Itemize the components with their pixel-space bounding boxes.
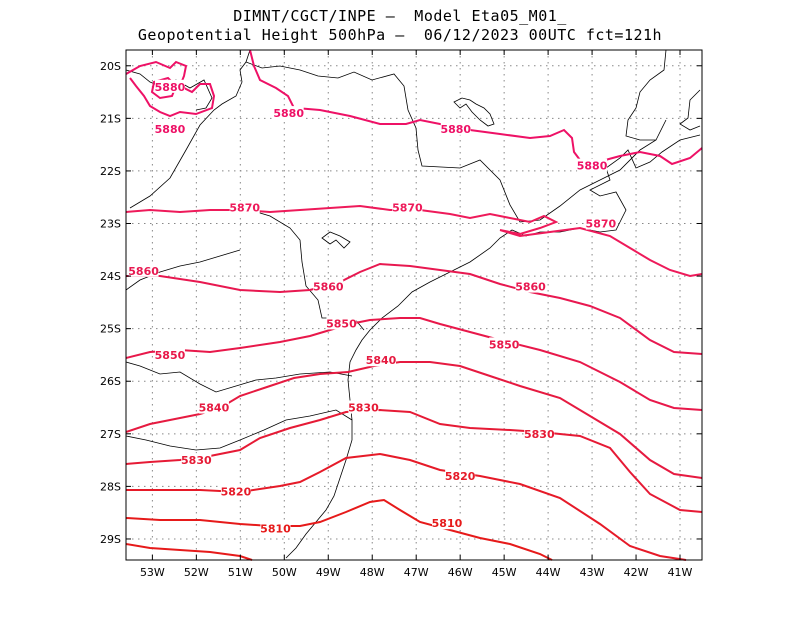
state-border-ms xyxy=(125,249,241,291)
state-border-mg-sp xyxy=(245,61,667,223)
contour-label-5880: 5880 xyxy=(155,123,186,136)
grid-lines xyxy=(126,50,702,560)
contour-label-5860: 5860 xyxy=(515,281,546,294)
contour-label-5860: 5860 xyxy=(128,265,159,278)
contour-5870 xyxy=(125,204,703,278)
longitude-axis: 53W 52W 51W 50W 49W 48W 47W 46W 45W 44W 43W 42W 41W xyxy=(140,50,693,579)
contour-label-bg xyxy=(154,79,185,93)
contour-label-bg xyxy=(154,347,185,361)
contour-label-5860: 5860 xyxy=(313,281,344,294)
lon-tick-label: 48W xyxy=(360,566,385,579)
lat-tick-label: 28S xyxy=(100,480,121,493)
lat-tick-label: 22S xyxy=(100,165,121,178)
lon-tick-label: 41W xyxy=(668,566,693,579)
contour-label-5830: 5830 xyxy=(348,402,379,415)
lon-tick-label: 42W xyxy=(624,566,649,579)
lat-tick-label: 21S xyxy=(100,112,121,125)
contour-5830 xyxy=(125,408,703,513)
chart-title-line2: Geopotential Height 500hPa — 06/12/2023 … xyxy=(137,26,663,44)
contour-label-5840: 5840 xyxy=(366,354,397,367)
contour-label-bg xyxy=(440,121,471,135)
chart-title-line1: DIMNT/CGCT/INPE — Model Eta05_M01_ xyxy=(233,7,567,25)
contour-label-5880: 5880 xyxy=(155,81,186,94)
coastline-borders xyxy=(125,49,701,559)
contour-5850 xyxy=(125,317,703,411)
contour-label-bg xyxy=(431,516,462,530)
contour-label-5850: 5850 xyxy=(155,349,186,362)
contour-label-5880: 5880 xyxy=(273,107,304,120)
map-frame xyxy=(125,49,703,561)
contour-label-5830: 5830 xyxy=(181,454,212,467)
contour-label-5870: 5870 xyxy=(229,202,260,215)
contour-label-bg xyxy=(154,121,185,135)
contour-label-5870: 5870 xyxy=(586,218,617,231)
contour-label-5820: 5820 xyxy=(221,486,252,499)
lat-tick-label: 25S xyxy=(100,323,121,336)
contour-5810 xyxy=(125,498,553,561)
contour-5880-main xyxy=(249,49,703,166)
lat-tick-label: 24S xyxy=(100,270,121,283)
contour-label-5880: 5880 xyxy=(577,160,608,173)
contour-label-bg xyxy=(273,106,304,120)
contour-label-bg xyxy=(366,353,397,367)
lake-furnas xyxy=(321,231,351,249)
lon-tick-label: 52W xyxy=(184,566,209,579)
latitude-axis: 20S 21S 22S 23S 24S 25S 26S 27S 28S 29S xyxy=(100,60,702,546)
contour-label-bg xyxy=(198,400,229,414)
lon-tick-label: 51W xyxy=(228,566,253,579)
contour-5880-west-inner xyxy=(150,76,178,100)
lat-tick-label: 27S xyxy=(100,428,121,441)
lon-tick-label: 46W xyxy=(448,566,473,579)
lon-tick-label: 49W xyxy=(316,566,341,579)
contour-label-bg xyxy=(326,316,357,330)
contour-label-bg xyxy=(489,337,520,351)
coast-ba-es xyxy=(625,49,667,141)
lake-sobradinho xyxy=(453,97,495,127)
contour-labels: 5880 5880 5880 5880 5880 5870 5870 5870 5860 5860… xyxy=(128,79,617,535)
contour-label-5840: 5840 xyxy=(199,402,230,415)
contour-label-5830: 5830 xyxy=(524,428,555,441)
contour-5820 xyxy=(126,452,687,561)
state-border-goias xyxy=(129,49,251,209)
contour-label-5810: 5810 xyxy=(260,522,291,535)
contour-5880-west xyxy=(125,60,216,118)
contour-label-bg xyxy=(128,263,159,277)
contour-label-5850: 5850 xyxy=(326,317,357,330)
contour-label-bg xyxy=(181,453,212,467)
contour-label-bg xyxy=(313,279,344,293)
contour-label-bg xyxy=(229,200,260,214)
contour-label-bg xyxy=(220,484,251,498)
contour-label-bg xyxy=(577,158,608,172)
lon-tick-label: 50W xyxy=(272,566,297,579)
contour-label-5880: 5880 xyxy=(440,123,471,136)
contour-label-bg xyxy=(445,468,476,482)
lat-tick-label: 23S xyxy=(100,218,121,231)
contour-5860 xyxy=(126,262,703,355)
contour-label-5850: 5850 xyxy=(489,338,520,351)
lon-tick-label: 47W xyxy=(404,566,429,579)
state-border-sp-pr xyxy=(249,209,365,331)
coast-east xyxy=(679,89,701,131)
contour-5810-bottom xyxy=(125,543,253,561)
contour-label-5870: 5870 xyxy=(392,202,423,215)
contour-label-bg xyxy=(348,400,379,414)
state-border-pr-sc xyxy=(125,361,353,393)
contour-label-bg xyxy=(524,426,555,440)
lon-tick-label: 43W xyxy=(580,566,605,579)
lon-tick-label: 44W xyxy=(536,566,561,579)
contour-label-5820: 5820 xyxy=(445,470,476,483)
contour-lines xyxy=(125,49,703,561)
contour-label-bg xyxy=(515,279,546,293)
lat-tick-label: 20S xyxy=(100,60,121,73)
lat-tick-label: 26S xyxy=(100,375,121,388)
state-border-sc-rs xyxy=(125,409,353,451)
lon-tick-label: 53W xyxy=(140,566,165,579)
lon-tick-label: 45W xyxy=(492,566,517,579)
contour-label-5810: 5810 xyxy=(432,517,463,530)
lat-tick-label: 29S xyxy=(100,533,121,546)
contour-label-bg xyxy=(260,521,291,535)
contour-label-bg xyxy=(585,216,616,230)
contour-label-bg xyxy=(392,200,423,214)
